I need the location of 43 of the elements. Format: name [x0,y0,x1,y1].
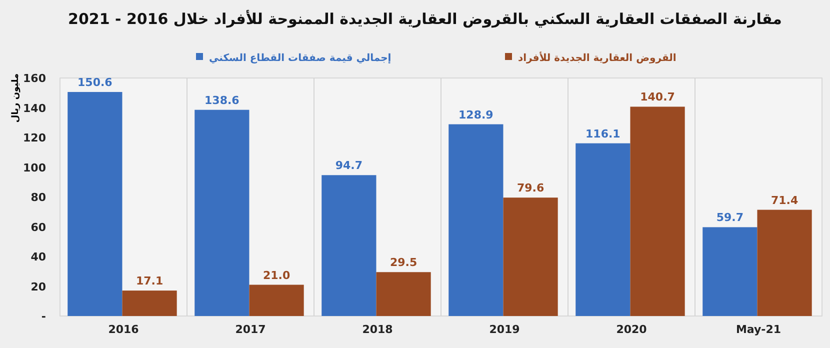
y-tick-label: 80 [30,191,46,204]
legend-label: القروض العقارية الجديدة للأفراد [518,51,676,64]
y-tick-label: 160 [23,72,46,85]
y-tick-label: 60 [30,220,46,234]
bar [702,227,758,316]
x-tick-label: May-21 [736,323,782,336]
legend-label: إجمالي قيمة صفقات القطاع السكني [209,53,392,64]
x-tick-label: 2018 [362,323,393,336]
data-label: 17.1 [136,274,164,288]
data-label: 59.7 [716,211,744,224]
y-tick-label: 120 [23,132,46,144]
data-label: 94.7 [335,159,362,172]
data-label: 79.6 [516,182,544,195]
bar [249,284,304,316]
x-tick-label: 2016 [108,323,140,336]
bar [630,106,685,316]
data-label: 150.6 [78,76,113,89]
y-tick-label: 40 [30,250,46,264]
x-tick-label: 2020 [616,323,648,336]
data-label: 71.4 [770,194,798,207]
bar [122,290,177,316]
bar [376,272,431,316]
y-tick-label: 20 [30,280,46,294]
data-label: 29.5 [390,256,418,270]
y-tick-label: 140 [23,102,46,115]
x-tick-label: 2019 [489,323,520,336]
bar [757,210,812,316]
data-label: 138.6 [204,94,240,107]
chart-title: مقارنة الصفقات العقارية السكني بالقروض العقارية الجديدة الممنوحة للأفراد خلال 2016 - 2021 [68,9,782,28]
y-axis-title: مليون ريال [11,73,21,123]
data-label: 21.0 [262,268,290,282]
bar [322,175,376,316]
y-tick-label: - [41,310,46,323]
bar [68,92,122,316]
data-label: 140.7 [640,90,675,104]
y-tick-label: 100 [23,161,46,174]
data-label: 116.1 [586,127,620,140]
x-tick-label: 2017 [235,323,266,336]
bar [503,198,558,316]
bar [194,110,250,316]
bar [448,124,504,316]
bar [576,143,630,316]
data-label: 128.9 [458,108,494,122]
